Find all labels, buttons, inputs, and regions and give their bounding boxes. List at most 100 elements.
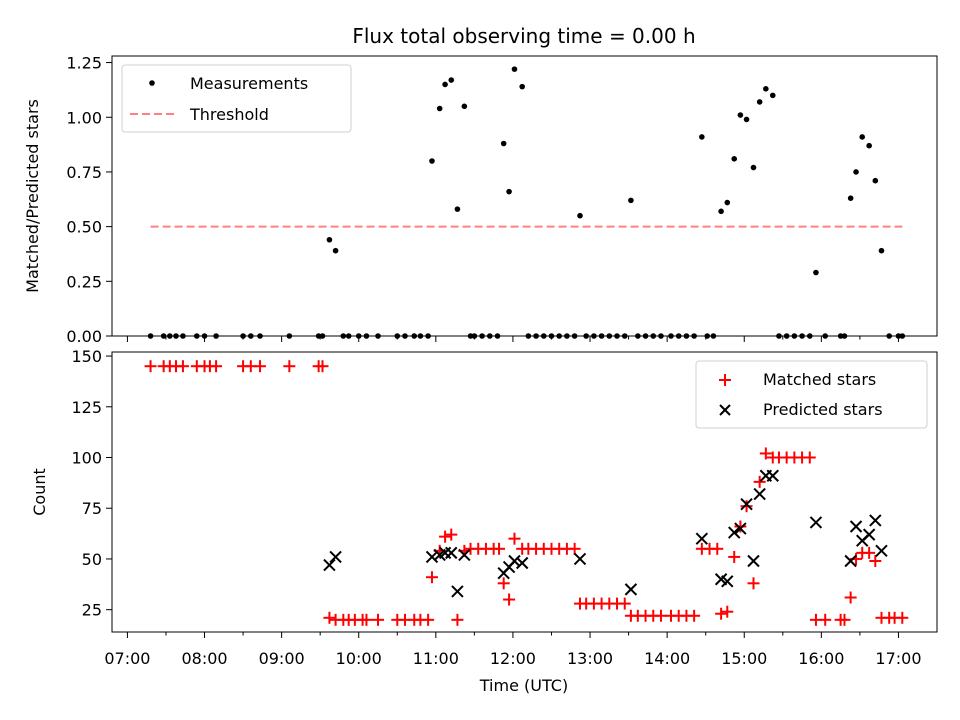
chart-title: Flux total observing time = 0.00 h <box>352 24 695 48</box>
bottom-xtick-label: 15:00 <box>721 649 767 668</box>
top-y-axis-label: Matched/Predicted stars <box>23 99 42 293</box>
predicted-star-point <box>445 546 458 560</box>
measurement-point <box>763 86 769 92</box>
matched-star-point <box>734 520 747 533</box>
matched-star-point <box>372 613 385 626</box>
matched-star-point <box>283 360 296 373</box>
bottom-xtick-label: 08:00 <box>181 649 227 668</box>
bottom-xtick-label: 07:00 <box>104 649 150 668</box>
legend-marker-predicted <box>719 404 731 416</box>
bottom-x-ticks: 07:00 08:00 09:00 10:00 11:00 12:00 13:00 14:00… <box>104 632 922 668</box>
bottom-ytick: 75 <box>82 499 112 518</box>
bottom-ytick: 100 <box>71 449 112 468</box>
matched-star-point <box>451 613 464 626</box>
x-axis-label: Time (UTC) <box>479 676 568 695</box>
matched-star-point <box>740 500 753 513</box>
predicted-star-point <box>508 554 521 568</box>
matched-star-point <box>688 609 701 622</box>
measurement-point <box>859 134 866 140</box>
measurement-point <box>853 169 859 175</box>
top-axes-frame <box>111 55 938 337</box>
bottom-xtick-label: 12:00 <box>490 649 536 668</box>
matched-star-point <box>728 550 741 563</box>
top-ytick-label: 0.00 <box>66 327 102 346</box>
predicted-star-point <box>451 585 464 598</box>
measurement-point <box>737 112 744 118</box>
matched-star-point <box>747 577 760 590</box>
predicted-star-point <box>695 532 709 545</box>
predicted-star-point <box>734 522 747 535</box>
measurement-point <box>718 208 724 215</box>
top-ytick-label: 0.75 <box>66 163 102 182</box>
predicted-star-point <box>515 556 529 570</box>
measurement-point <box>500 140 507 147</box>
matched-star-point <box>863 546 876 559</box>
matched-star-point <box>844 591 857 604</box>
matched-star-point <box>618 597 631 610</box>
bottom-panel-marks <box>144 360 909 626</box>
bottom-ytick-label: 125 <box>71 398 102 417</box>
measurement-point <box>750 164 757 171</box>
legend-marker-matched <box>719 374 731 386</box>
top-x-ticks <box>126 336 899 342</box>
measurement-point <box>769 92 776 99</box>
legend-label-predicted: Predicted stars <box>763 400 883 419</box>
top-ytick-label: 0.25 <box>66 272 102 291</box>
matched-star-point <box>869 554 882 567</box>
matched-star-point <box>422 613 435 626</box>
measurement-point <box>628 197 634 204</box>
top-ytick: 1.00 <box>66 108 112 127</box>
measurement-point <box>866 142 872 149</box>
matched-star-point <box>360 613 373 626</box>
top-legend-box <box>121 64 352 133</box>
measurement-point <box>699 134 705 140</box>
predicted-star-point <box>766 469 779 482</box>
bottom-xtick-label: 16:00 <box>798 649 844 668</box>
bottom-ytick: 150 <box>71 347 112 366</box>
top-ytick: 1.25 <box>66 54 112 73</box>
predicted-star-point <box>458 548 471 562</box>
bottom-y-axis-label: Count <box>30 468 49 516</box>
bottom-legend-box <box>695 360 928 429</box>
bottom-xtick-label: 13:00 <box>567 649 613 668</box>
predicted-star-point <box>425 550 439 564</box>
matched-star-point <box>803 451 816 464</box>
measurement-point <box>326 236 333 243</box>
predicted-star-point <box>329 550 342 564</box>
bottom-ytick-label: 25 <box>82 601 102 620</box>
matched-star-point <box>753 475 766 488</box>
measurement-point <box>332 247 339 254</box>
matched-star-point <box>316 360 329 373</box>
matched-star-point <box>503 593 516 606</box>
predicted-star-point <box>844 554 857 568</box>
bottom-legend: Matched stars Predicted stars <box>695 360 928 429</box>
predicted-star-point <box>323 558 336 572</box>
matched-star-point <box>493 542 506 555</box>
predicted-star-point <box>747 554 760 568</box>
matched-star-point <box>715 607 728 620</box>
legend-marker-measurements <box>149 80 155 86</box>
bottom-xtick-label: 10:00 <box>336 649 382 668</box>
top-ytick-label: 1.25 <box>66 54 102 73</box>
top-ytick: 0.00 <box>66 327 112 346</box>
predicted-star-point <box>573 552 587 566</box>
predicted-star-point <box>875 544 888 558</box>
bottom-axes-frame <box>111 351 938 633</box>
predicted-star-point <box>740 497 753 511</box>
measurement-point <box>448 77 455 83</box>
top-ytick-label: 0.50 <box>66 218 102 237</box>
predicted-star-point <box>753 487 766 501</box>
measurement-point <box>436 105 443 112</box>
predicted-star-point <box>624 583 638 596</box>
bottom-ytick: 50 <box>82 550 112 569</box>
top-ytick: 0.75 <box>66 163 112 182</box>
measurement-point <box>872 177 879 184</box>
measurement-point <box>813 269 819 276</box>
top-ytick: 0.25 <box>66 272 112 291</box>
matched-star-point <box>721 605 734 618</box>
predicted-star-point <box>809 516 823 529</box>
matched-star-point <box>759 447 772 460</box>
predicted-star-point <box>869 514 882 527</box>
top-legend: Measurements Threshold <box>121 64 352 133</box>
